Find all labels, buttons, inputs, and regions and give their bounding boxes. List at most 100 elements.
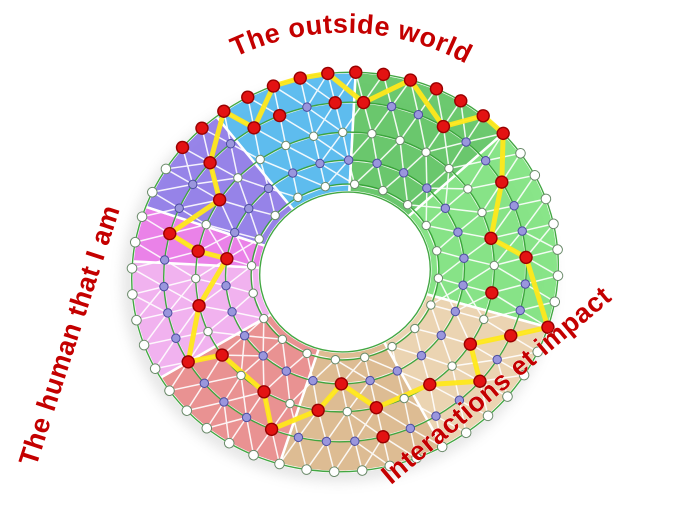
purple-node (392, 366, 403, 376)
white-node (301, 464, 312, 475)
mesh-spoke-line (462, 284, 485, 320)
mesh-spoke-line (207, 330, 245, 337)
red-node (376, 67, 391, 82)
purple-node (365, 375, 375, 386)
purple-node (413, 109, 424, 120)
purple-node (171, 333, 181, 343)
mesh-spoke-line (231, 311, 264, 320)
white-node (330, 355, 341, 365)
white-node (479, 314, 489, 325)
mesh-spoke-line (437, 257, 465, 279)
mesh-spoke-line (407, 203, 446, 210)
mesh-spoke-line (285, 145, 294, 174)
red-node (175, 140, 190, 155)
mesh-spoke-line (445, 207, 483, 214)
mesh-spoke-line (483, 309, 521, 321)
mesh-spoke-line (437, 277, 457, 312)
mesh-spoke-line (522, 223, 554, 232)
white-node (126, 263, 138, 274)
purple-node (281, 366, 291, 376)
mesh-spoke-line (467, 160, 487, 190)
red-node (334, 377, 349, 391)
mesh-spoke-line (430, 304, 442, 336)
white-node (302, 348, 312, 359)
mesh-spoke-line (233, 232, 253, 267)
mesh-spoke-line (520, 300, 555, 312)
mesh-spoke-line (440, 335, 453, 367)
mesh-spoke-line (513, 174, 536, 207)
purple-node (509, 201, 519, 211)
white-node (447, 361, 457, 371)
red-node (454, 94, 468, 108)
mesh-spoke-line (223, 375, 242, 403)
red-node (476, 109, 490, 123)
purple-node (515, 305, 525, 316)
label-outside-world-text: The outside world (226, 9, 477, 70)
mesh-spoke-line (248, 208, 260, 240)
purple-node (450, 306, 461, 317)
mesh-spoke-line (289, 380, 314, 405)
purple-node (492, 354, 502, 365)
mesh-spoke-line (376, 139, 401, 164)
white-node (436, 441, 448, 453)
mesh-spoke-line (278, 436, 300, 465)
mesh-spoke-line (225, 265, 253, 287)
purple-node (422, 183, 432, 193)
mesh-spoke-line (132, 293, 169, 314)
mesh-spoke-line (152, 183, 193, 193)
white-node (444, 163, 454, 174)
mesh-spoke-line (143, 312, 169, 346)
purple-node (199, 378, 210, 388)
white-node (411, 452, 422, 464)
mesh-spoke-line (229, 143, 239, 179)
white-node (387, 341, 397, 352)
white-node (274, 458, 285, 470)
white-node (463, 184, 473, 194)
mesh-spoke-line (497, 351, 538, 361)
mesh-spoke-line (154, 337, 177, 370)
mesh-spoke-line (399, 114, 420, 141)
mesh-spoke-line (281, 339, 288, 372)
mesh-spoke-line (448, 141, 467, 169)
mesh-spoke-line (333, 440, 356, 473)
white-node (395, 135, 405, 146)
mesh-spoke-line (354, 162, 378, 185)
purple-node (440, 203, 451, 213)
purple-node (454, 395, 465, 405)
purple-node (287, 168, 298, 178)
mesh-spoke-line (399, 140, 405, 173)
white-node (293, 192, 303, 203)
purple-node (399, 168, 409, 178)
purple-node (258, 351, 268, 361)
mesh-spoke-line (421, 354, 453, 367)
white-node (349, 179, 360, 189)
white-node (433, 273, 444, 283)
mesh-spoke-line (134, 241, 166, 261)
purple-node (372, 158, 382, 168)
white-node (127, 289, 138, 300)
white-node (203, 326, 213, 337)
mesh-spoke-line (425, 152, 428, 189)
red-node (191, 244, 205, 258)
white-node (338, 127, 348, 138)
red-node (192, 298, 206, 313)
mesh-spoke-line (417, 114, 427, 153)
purple-node (459, 253, 469, 263)
mesh-spoke-line (371, 133, 378, 164)
red-node (293, 71, 307, 85)
red-node (266, 79, 281, 93)
white-node (482, 410, 494, 422)
purple-node (241, 412, 252, 423)
ring-outline (258, 191, 432, 353)
purple-node (453, 227, 463, 237)
red-node (203, 156, 217, 170)
white-node (181, 405, 193, 416)
purple-node (350, 436, 360, 446)
red-node (349, 65, 363, 79)
white-node (201, 422, 213, 434)
mesh-spoke-line (513, 198, 547, 207)
white-node (328, 466, 340, 478)
white-node (378, 185, 388, 196)
white-node (502, 391, 513, 402)
